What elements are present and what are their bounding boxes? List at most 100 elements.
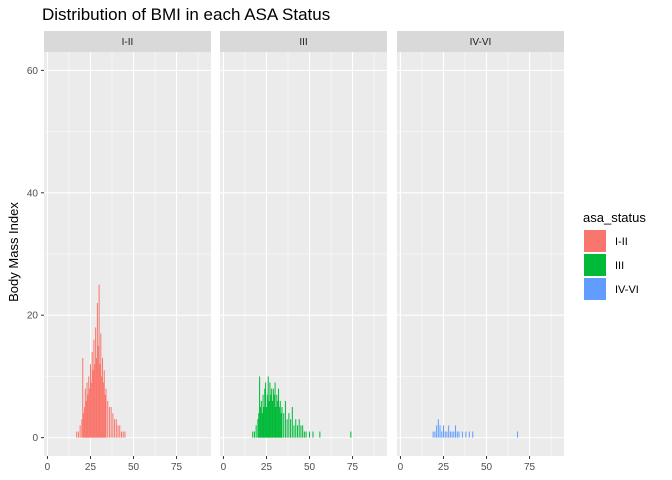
bar xyxy=(276,394,278,438)
facet-panels: I-II 0 25 50 75 III 0 25 50 75 IV-VI 0 25 50 75 xyxy=(44,31,564,473)
bar xyxy=(446,431,448,438)
bar xyxy=(257,419,259,438)
bar xyxy=(99,364,101,438)
bar xyxy=(468,431,470,438)
bar xyxy=(97,345,99,438)
bar xyxy=(442,425,444,438)
bar xyxy=(319,431,321,438)
bar xyxy=(286,419,288,438)
y-tick-label: 0 xyxy=(32,433,38,444)
bar xyxy=(262,394,264,438)
facet-strip xyxy=(44,31,211,52)
bar xyxy=(77,431,79,438)
bar xyxy=(110,407,112,438)
bar xyxy=(88,376,90,438)
bar xyxy=(86,382,88,438)
bar xyxy=(85,400,87,438)
bar xyxy=(105,388,107,438)
bar xyxy=(300,425,302,438)
bar xyxy=(279,400,281,438)
bar xyxy=(261,413,263,438)
x-tick-label: 75 xyxy=(524,462,536,473)
bar xyxy=(259,407,261,438)
bar xyxy=(270,394,272,438)
bar-series xyxy=(76,284,126,438)
bar xyxy=(453,431,455,438)
bar xyxy=(83,407,85,438)
bar xyxy=(264,388,266,438)
bar xyxy=(90,382,92,438)
bar xyxy=(303,431,305,438)
bar xyxy=(472,431,474,438)
bar xyxy=(87,394,89,438)
bar xyxy=(81,419,83,438)
bar xyxy=(302,425,304,438)
y-axis: 0 20 40 60 xyxy=(27,66,44,444)
bar xyxy=(278,388,280,438)
bar xyxy=(290,419,292,438)
bar xyxy=(350,431,352,438)
bar xyxy=(281,407,283,438)
bar xyxy=(272,388,274,438)
bar xyxy=(101,376,103,438)
bar xyxy=(277,400,279,438)
bar xyxy=(293,425,295,438)
bar xyxy=(117,425,119,438)
bar xyxy=(96,358,98,438)
bar-series xyxy=(432,419,519,438)
x-tick-label: 75 xyxy=(347,462,359,473)
bar xyxy=(273,394,275,438)
bar xyxy=(439,425,441,438)
bar xyxy=(444,431,446,438)
bar xyxy=(309,431,311,438)
bar xyxy=(103,370,105,438)
bar xyxy=(82,358,84,438)
legend-label: III xyxy=(615,260,624,272)
bar xyxy=(458,431,460,438)
x-tick-label: 75 xyxy=(171,462,183,473)
bar xyxy=(120,431,122,438)
facet-strip-label: I-II xyxy=(122,37,134,48)
x-tick-label: 50 xyxy=(128,462,140,473)
bar xyxy=(274,382,276,438)
legend-title: asa_status xyxy=(583,210,646,225)
bar xyxy=(252,431,254,438)
bar xyxy=(271,388,273,438)
bar xyxy=(93,339,95,438)
bar xyxy=(258,413,260,438)
y-tick-label: 40 xyxy=(27,188,39,199)
bar xyxy=(441,431,443,438)
bar xyxy=(263,407,265,438)
bar xyxy=(100,333,102,438)
bar xyxy=(98,284,100,438)
facet-strip-label: III xyxy=(299,37,307,48)
bar xyxy=(102,382,104,438)
bar xyxy=(272,400,274,438)
bar xyxy=(91,351,93,438)
bar xyxy=(253,431,255,438)
bar xyxy=(259,376,261,438)
bar xyxy=(451,431,453,438)
x-tick-label: 50 xyxy=(481,462,493,473)
bar xyxy=(437,419,439,438)
bar xyxy=(79,425,81,438)
bar xyxy=(119,425,121,438)
bar xyxy=(296,425,298,438)
bar xyxy=(83,413,85,438)
facet-strip xyxy=(397,31,564,52)
y-tick-label: 20 xyxy=(27,311,39,322)
bar xyxy=(76,431,78,438)
bar xyxy=(283,413,285,438)
bar xyxy=(94,364,96,438)
bar xyxy=(448,425,450,438)
bar xyxy=(84,388,86,438)
bar xyxy=(456,431,458,438)
bar xyxy=(455,425,457,438)
x-tick-label: 50 xyxy=(304,462,316,473)
y-axis-title: Body Mass Index xyxy=(6,202,21,302)
bar xyxy=(115,419,117,438)
facet-panel: I-II 0 25 50 75 xyxy=(44,31,211,473)
facet-panel: IV-VI 0 25 50 75 xyxy=(397,31,564,473)
bar xyxy=(432,431,434,438)
